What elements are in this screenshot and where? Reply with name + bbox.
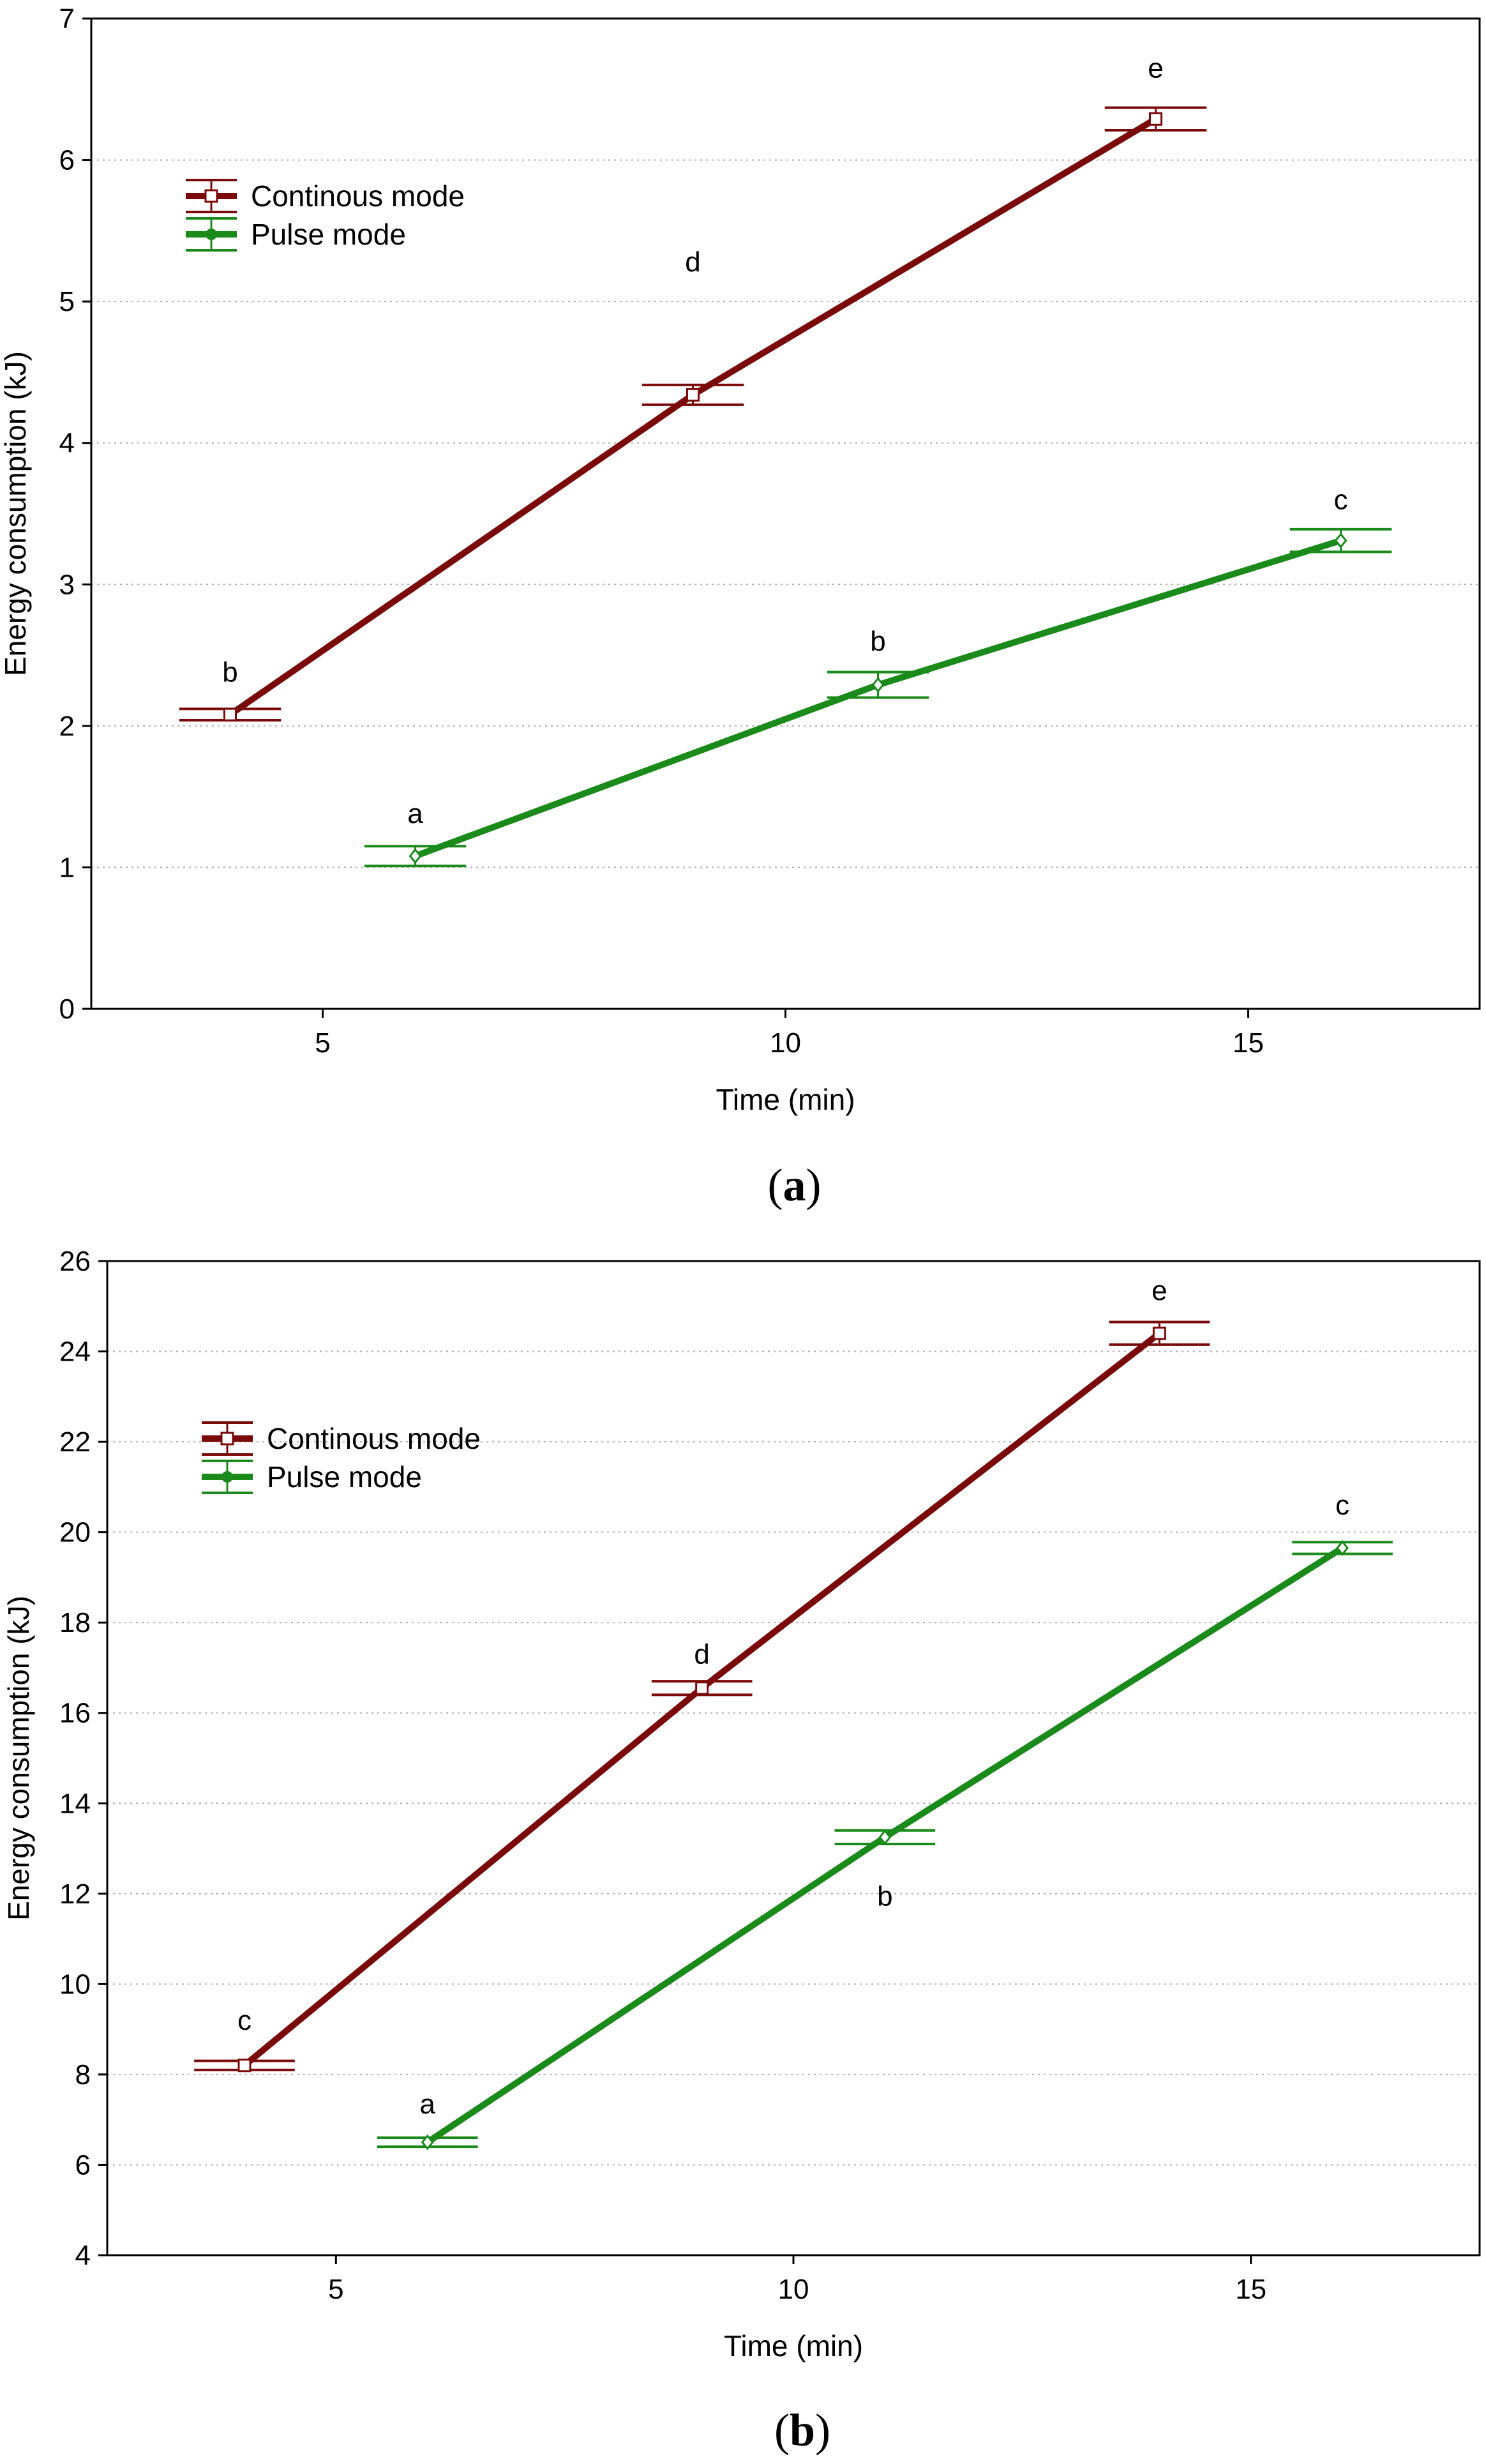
y-tick-label: 20 bbox=[59, 1517, 91, 1548]
y-tick-label: 22 bbox=[59, 1426, 91, 1458]
legend-label: Pulse mode bbox=[267, 1460, 422, 1493]
subfigure-caption: (a) bbox=[768, 1160, 822, 1211]
y-tick-label: 0 bbox=[59, 994, 75, 1025]
y-tick-label: 2 bbox=[59, 711, 75, 742]
significance-letter: e bbox=[1148, 53, 1163, 84]
y-tick-label: 16 bbox=[59, 1698, 91, 1729]
x-axis-label: Time (min) bbox=[716, 1083, 855, 1116]
significance-letter: d bbox=[694, 1639, 709, 1670]
data-point-square bbox=[1152, 1326, 1166, 1340]
subfigure-caption: (b) bbox=[774, 2405, 830, 2456]
y-tick-label: 10 bbox=[59, 1969, 91, 2000]
significance-letter: a bbox=[419, 2089, 435, 2120]
significance-letter: c bbox=[1335, 1490, 1349, 1521]
data-point-diamond bbox=[1336, 1540, 1349, 1556]
caption-close-paren: ) bbox=[806, 1160, 822, 1211]
plot-frame bbox=[106, 1260, 1481, 2256]
x-tick-label: 10 bbox=[770, 1027, 801, 1059]
legend-marker-dot bbox=[221, 1471, 233, 1483]
significance-letter: c bbox=[237, 2005, 251, 2036]
y-axis-label: Energy consumption (kJ) bbox=[0, 351, 32, 676]
y-tick-label: 6 bbox=[75, 2149, 91, 2181]
y-axis-label: Energy consumption (kJ) bbox=[2, 1596, 35, 1921]
data-point-square bbox=[237, 2059, 251, 2073]
significance-letter: c bbox=[1334, 484, 1348, 515]
series-continous: b d e bbox=[179, 53, 1207, 722]
y-tick-label: 7 bbox=[59, 3, 75, 34]
x-axis-label: Time (min) bbox=[724, 2329, 863, 2362]
caption-close-paren: ) bbox=[815, 2405, 830, 2456]
data-point-square bbox=[223, 707, 237, 722]
series-continous: c d e bbox=[194, 1275, 1210, 2073]
caption-open-paren: ( bbox=[774, 2405, 790, 2456]
significance-letter: b bbox=[877, 1880, 892, 1912]
plot-frame bbox=[90, 17, 1481, 1010]
legend-label: Continous mode bbox=[267, 1422, 481, 1455]
y-tick-label: 5 bbox=[59, 286, 75, 317]
series-pulse: a b c bbox=[364, 484, 1392, 868]
x-tick-label: 5 bbox=[315, 1027, 330, 1059]
data-point-square bbox=[695, 1681, 709, 1695]
legend: Continous mode Pulse mode bbox=[186, 179, 465, 252]
chart-b: 4 6 8 10 12 14 16 18 20 22 24 26 5 10 15 Time (min) Ener… bbox=[2, 1246, 1481, 2456]
y-tick-label: 8 bbox=[75, 2059, 91, 2090]
legend-label: Pulse mode bbox=[251, 218, 406, 251]
y-tick-label: 1 bbox=[59, 852, 75, 883]
legend-item: Pulse mode bbox=[202, 1460, 422, 1494]
legend-item: Pulse mode bbox=[186, 217, 406, 252]
legend: Continous mode Pulse mode bbox=[202, 1421, 481, 1494]
data-point-square bbox=[686, 388, 700, 402]
y-tick-label: 18 bbox=[59, 1607, 91, 1638]
data-point-square bbox=[1149, 112, 1162, 126]
y-tick-label: 4 bbox=[59, 428, 75, 459]
legend-item: Continous mode bbox=[186, 179, 465, 213]
data-point-diamond bbox=[878, 1829, 892, 1845]
legend-marker-dot bbox=[206, 229, 217, 240]
data-point-diamond bbox=[421, 2134, 434, 2150]
series-pulse: a b c bbox=[377, 1490, 1393, 2150]
y-tick-label: 6 bbox=[59, 145, 75, 176]
y-tick-label: 24 bbox=[59, 1336, 91, 1368]
chart-a: 0 1 2 3 4 5 6 7 5 10 15 Time (min) Energy consumptio… bbox=[0, 3, 1481, 1211]
caption-open-paren: ( bbox=[768, 1160, 783, 1211]
legend-item: Continous mode bbox=[202, 1421, 481, 1456]
data-point-diamond bbox=[871, 677, 885, 693]
y-tick-label: 14 bbox=[59, 1788, 91, 1819]
significance-letter: a bbox=[407, 798, 423, 829]
legend-marker-square bbox=[220, 1432, 234, 1446]
data-point-diamond bbox=[1334, 533, 1347, 548]
x-tick-label: 15 bbox=[1233, 1027, 1264, 1059]
y-tick-label: 4 bbox=[75, 2240, 91, 2271]
significance-letter: b bbox=[870, 626, 885, 657]
data-point-diamond bbox=[409, 848, 422, 865]
y-tick-label: 12 bbox=[59, 1878, 91, 1910]
x-tick-label: 10 bbox=[778, 2274, 809, 2305]
significance-letter: d bbox=[685, 246, 700, 278]
legend-marker-square bbox=[204, 189, 218, 203]
y-tick-label: 26 bbox=[59, 1246, 91, 1277]
x-tick-label: 15 bbox=[1235, 2274, 1266, 2305]
legend-label: Continous mode bbox=[251, 179, 465, 213]
caption-letter: a bbox=[783, 1160, 806, 1211]
caption-letter: b bbox=[790, 2405, 815, 2456]
x-tick-label: 5 bbox=[328, 2274, 343, 2305]
significance-letter: b bbox=[222, 657, 237, 688]
y-tick-label: 3 bbox=[59, 569, 75, 600]
significance-letter: e bbox=[1152, 1275, 1167, 1306]
